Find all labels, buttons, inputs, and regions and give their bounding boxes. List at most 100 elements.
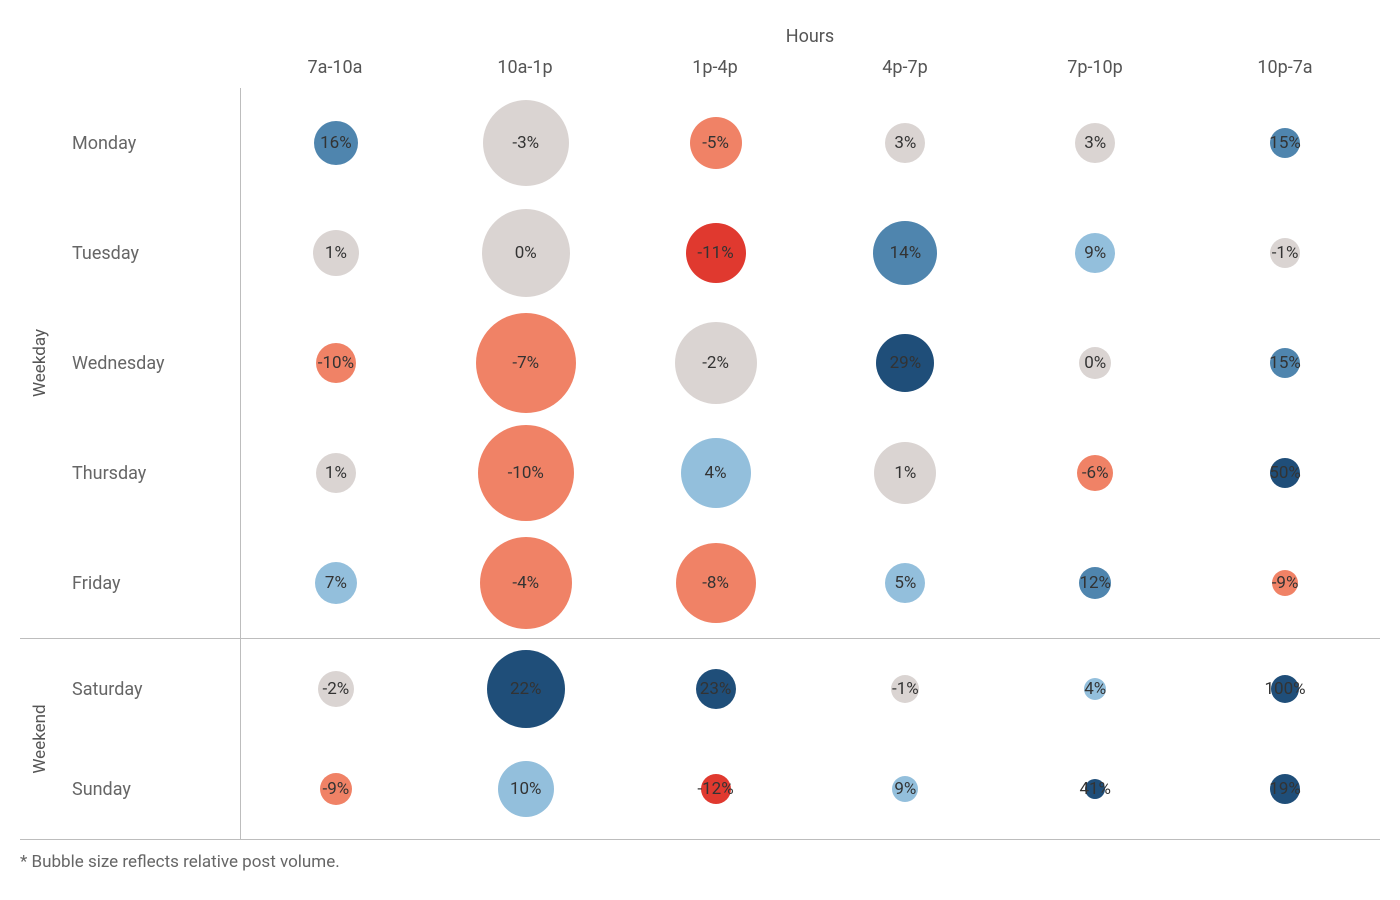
bubble — [1079, 567, 1111, 599]
bubble-cell: 12% — [1000, 528, 1190, 638]
bubble-cell: -6% — [1000, 418, 1190, 528]
bubble-cell: -2% — [621, 308, 811, 418]
row-group: WeekendSaturday-2%22%23%-1%4%100%Sunday-… — [20, 639, 1380, 840]
bubble-cell: 16% — [241, 88, 431, 198]
bubble — [487, 650, 565, 728]
bubble-cell: 4% — [621, 418, 811, 528]
bubble-cell: -1% — [810, 639, 1000, 739]
cells-container: 16%-3%-5%3%3%15% — [240, 88, 1380, 198]
column-header: 10a-1p — [430, 57, 620, 88]
bubble-cell: -10% — [431, 418, 621, 528]
bubble-cell: -9% — [1190, 528, 1380, 638]
bubble-cell: 1% — [810, 418, 1000, 528]
bubble — [498, 761, 554, 817]
bubble — [1084, 678, 1106, 700]
cells-container: -10%-7%-2%29%0%15% — [240, 308, 1380, 418]
row-group-label: Weekend — [30, 704, 50, 773]
row-label: Thursday — [60, 463, 240, 484]
bubble — [476, 313, 576, 413]
bubble-cell: -11% — [621, 198, 811, 308]
bubble-cell: 41% — [1000, 739, 1190, 839]
bubble — [885, 123, 925, 163]
row-label: Sunday — [60, 779, 240, 800]
table-row: Sunday-9%10%-12%9%41%19% — [60, 739, 1380, 839]
table-row: Monday16%-3%-5%3%3%15% — [60, 88, 1380, 198]
bubble — [1075, 123, 1115, 163]
bubble-cell: 19% — [1190, 739, 1380, 839]
bubble — [318, 671, 354, 707]
bubble — [1085, 779, 1105, 799]
bubble-cell: -1% — [1190, 198, 1380, 308]
table-row: Saturday-2%22%23%-1%4%100% — [60, 639, 1380, 739]
bubble — [873, 221, 937, 285]
bubble — [1079, 347, 1111, 379]
bubble — [874, 442, 936, 504]
column-header: 4p-7p — [810, 57, 1000, 88]
bubble — [1077, 455, 1113, 491]
row-group-label: Weekday — [30, 329, 50, 397]
bubble-cell: 9% — [1000, 198, 1190, 308]
bubble — [315, 562, 357, 604]
row-label: Monday — [60, 133, 240, 154]
bubble — [892, 776, 918, 802]
bubble-cell: 3% — [810, 88, 1000, 198]
bubble — [686, 223, 746, 283]
bubble — [314, 121, 358, 165]
bubble-cell: 15% — [1190, 308, 1380, 418]
bubble-heatmap-chart: Hours 7a-10a10a-1p1p-4p4p-7p7p-10p10p-7a… — [20, 20, 1380, 872]
bubble — [1075, 233, 1115, 273]
bubble — [1270, 458, 1300, 488]
bubble — [1270, 774, 1300, 804]
bubble-cell: -12% — [621, 739, 811, 839]
rows-container: Saturday-2%22%23%-1%4%100%Sunday-9%10%-1… — [60, 639, 1380, 839]
bubble-cell: 4% — [1000, 639, 1190, 739]
bubble — [1270, 348, 1300, 378]
column-header: 10p-7a — [1190, 57, 1380, 88]
bubble — [316, 343, 356, 383]
cells-container: 7%-4%-8%5%12%-9% — [240, 528, 1380, 638]
bubble — [701, 774, 731, 804]
table-row: Tuesday1%0%-11%14%9%-1% — [60, 198, 1380, 308]
row-label: Tuesday — [60, 243, 240, 264]
bubble-cell: 5% — [810, 528, 1000, 638]
column-header: 7p-10p — [1000, 57, 1190, 88]
table-row: Wednesday-10%-7%-2%29%0%15% — [60, 308, 1380, 418]
row-group-label-cell: Weekend — [20, 639, 60, 839]
row-label: Friday — [60, 573, 240, 594]
bubble — [313, 230, 359, 276]
row-group: WeekdayMonday16%-3%-5%3%3%15%Tuesday1%0%… — [20, 88, 1380, 639]
column-header: 7a-10a — [240, 57, 430, 88]
bubble-cell: 1% — [241, 418, 431, 528]
cells-container: -2%22%23%-1%4%100% — [240, 639, 1380, 739]
bubble-cell: 10% — [431, 739, 621, 839]
bubble — [480, 537, 572, 629]
chart-footnote: * Bubble size reflects relative post vol… — [20, 852, 1380, 872]
bubble — [483, 100, 569, 186]
chart-body: WeekdayMonday16%-3%-5%3%3%15%Tuesday1%0%… — [20, 88, 1380, 840]
bubble — [1270, 128, 1300, 158]
bubble-cell: -10% — [241, 308, 431, 418]
bubble-cell: -9% — [241, 739, 431, 839]
bubble — [1270, 238, 1300, 268]
bubble — [478, 425, 574, 521]
bubble-cell: -3% — [431, 88, 621, 198]
bubble-cell: 23% — [621, 639, 811, 739]
bubble — [675, 322, 757, 404]
bubble — [316, 453, 356, 493]
column-header: 1p-4p — [620, 57, 810, 88]
bubble — [891, 675, 919, 703]
bubble-cell: -7% — [431, 308, 621, 418]
table-row: Friday7%-4%-8%5%12%-9% — [60, 528, 1380, 638]
bubble — [1271, 675, 1299, 703]
columns-axis-title: Hours — [240, 20, 1380, 57]
bubble-cell: -5% — [621, 88, 811, 198]
bubble — [676, 543, 756, 623]
bubble-cell: 15% — [1190, 88, 1380, 198]
bubble-cell: 50% — [1190, 418, 1380, 528]
table-row: Thursday1%-10%4%1%-6%50% — [60, 418, 1380, 528]
chart-header: Hours 7a-10a10a-1p1p-4p4p-7p7p-10p10p-7a — [20, 20, 1380, 88]
bubble-cell: 3% — [1000, 88, 1190, 198]
bubble — [320, 773, 352, 805]
bubble-cell: 7% — [241, 528, 431, 638]
row-group-label-cell: Weekday — [20, 88, 60, 638]
